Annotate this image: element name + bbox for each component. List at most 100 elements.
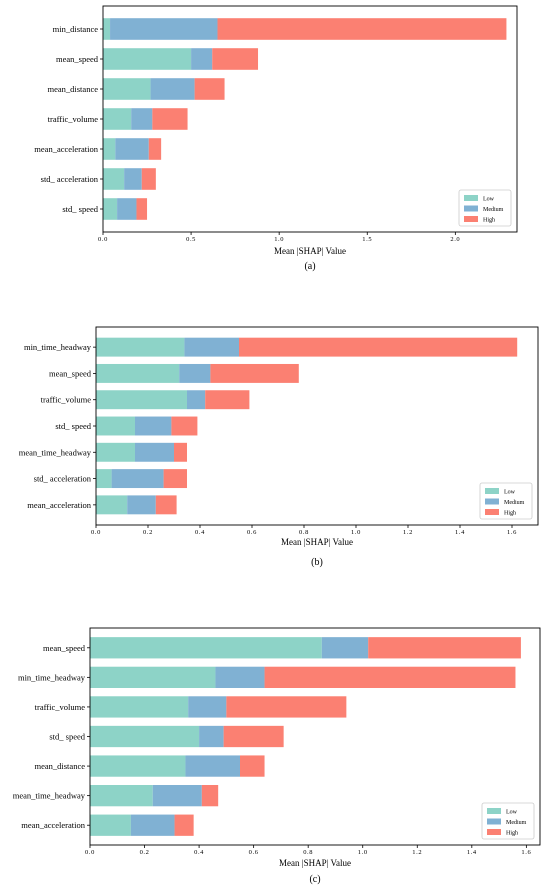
x-axis-label: Mean |SHAP| Value (274, 246, 346, 256)
xtick-label: 0.4 (194, 849, 204, 856)
ytick-label: mean_speed (56, 54, 99, 64)
chart-panel-a: min_distance mean_speed mean_distance traff… (0, 0, 550, 290)
chart-a: min_distance mean_speed mean_distancetraff… (34, 5, 518, 272)
bar-a-2-low (103, 48, 192, 70)
ytick-label: mean_time_headway (19, 447, 92, 457)
bar-c-6-medium (152, 785, 202, 807)
bar-b-5-medium (135, 442, 174, 462)
chart-panel-b: min_time_headway mean_speed traffic_volume… (0, 295, 550, 585)
legend-label-low: Low (504, 490, 516, 496)
bar-a-6-medium (124, 168, 142, 190)
bar-b-6-low (96, 469, 112, 489)
ytick-label: mean_acceleration (21, 820, 85, 830)
bar-c-6-high (201, 785, 219, 807)
ytick-label: mean_acceleration (34, 144, 98, 154)
chart-c: mean_speed min_time_headway traffic_volume… (13, 627, 541, 885)
bar-a-1-low (103, 18, 111, 40)
ytick-label: min_time_headway (24, 342, 92, 352)
xtick-label: 0.6 (249, 849, 259, 856)
chart-panel-c: mean_speed min_time_headway traffic_volume… (0, 590, 550, 885)
bar-c-5-medium (185, 755, 240, 777)
bar-b-7-medium (127, 495, 156, 515)
bar-a-7-high (136, 198, 148, 220)
ytick-label: mean_acceleration (27, 500, 91, 510)
bar-c-5-low (90, 755, 186, 777)
ytick-label: traffic_volume (35, 702, 86, 712)
chart-caption: (b) (311, 557, 323, 568)
bar-a-6-low (103, 168, 125, 190)
bar-b-2-high (210, 363, 299, 383)
bar-c-5-high (240, 755, 265, 777)
ytick-label: min_time_headway (18, 672, 86, 682)
legend-swatch-high (464, 216, 478, 222)
bar-a-4-high (152, 108, 188, 130)
bar-a-6-high (141, 168, 156, 190)
bar-b-3-low (96, 390, 187, 410)
legend-swatch-medium (464, 205, 478, 212)
bar-c-2-medium (215, 666, 265, 688)
bar-a-5-medium (115, 138, 149, 160)
ytick-label: mean_time_headway (13, 791, 86, 801)
bar-b-3-medium (187, 390, 206, 410)
xtick-label: 0.8 (303, 849, 313, 856)
xtick-label: 1.0 (358, 849, 368, 856)
bar-c-4-low (90, 725, 200, 748)
bar-b-6-high (163, 469, 187, 489)
bar-a-3-low (103, 78, 151, 100)
bar-c-2-high (264, 666, 516, 688)
legend-label-low: Low (506, 810, 518, 816)
x-axis-label: Mean |SHAP| Value (281, 537, 353, 547)
bar-b-2-low (96, 363, 180, 383)
bar-c-7-high (174, 814, 194, 836)
bar-a-2-medium (191, 48, 213, 70)
bar-b-5-low (96, 442, 135, 462)
bar-c-3-low (90, 696, 189, 718)
xtick-label: 0.5 (186, 236, 196, 243)
bar-c-2-low (90, 666, 216, 688)
legend-swatch-high (487, 829, 501, 835)
ytick-label: min_distance (53, 24, 99, 34)
ytick-label: mean_distance (47, 84, 98, 94)
legend-label-high: High (506, 831, 518, 837)
xtick-label: 1.4 (455, 529, 465, 536)
bar-b-7-low (96, 495, 128, 515)
xtick-label: 1.2 (412, 849, 422, 856)
bar-a-1-high (217, 18, 507, 40)
bar-a-3-medium (150, 78, 195, 100)
ytick-label: std_ acceleration (34, 474, 92, 484)
chart-b: min_time_headway mean_speed traffic_volume… (19, 326, 539, 568)
xtick-label: 1.2 (403, 529, 413, 536)
xtick-label: 0.2 (143, 529, 153, 536)
bar-a-4-medium (131, 108, 153, 130)
ytick-label: std_ speed (49, 732, 85, 742)
x-axis-label: Mean |SHAP| Value (279, 858, 351, 868)
chart-caption: (c) (309, 874, 320, 885)
xtick-label: 0.6 (247, 529, 257, 536)
xtick-label: 1.6 (507, 529, 517, 536)
chart-caption: (a) (304, 261, 315, 272)
xtick-label: 0.0 (91, 529, 101, 536)
plot-frame (95, 326, 539, 526)
bar-b-4-high (171, 416, 198, 436)
bar-b-4-low (96, 416, 135, 436)
ytick-label: std_ speed (62, 204, 98, 214)
legend-swatch-low (464, 195, 478, 201)
legend-swatch-high (485, 509, 499, 515)
bar-b-5-high (174, 442, 187, 462)
bar-a-4-low (103, 108, 132, 130)
bar-b-4-medium (135, 416, 172, 436)
xtick-label: 2.0 (450, 236, 460, 243)
bar-b-6-medium (111, 469, 164, 489)
ytick-label: mean_speed (43, 643, 86, 653)
legend-swatch-medium (485, 498, 499, 505)
bar-a-1-medium (110, 18, 218, 40)
legend: Low Medium High (479, 482, 533, 520)
bar-c-7-low (90, 814, 131, 836)
bar-a-3-high (194, 78, 225, 100)
xtick-label: 0.8 (299, 529, 309, 536)
bar-b-1-medium (184, 337, 239, 357)
legend-swatch-low (487, 808, 501, 814)
xtick-label: 0.0 (85, 849, 95, 856)
legend-swatch-medium (487, 818, 501, 825)
legend-label-high: High (483, 218, 495, 224)
